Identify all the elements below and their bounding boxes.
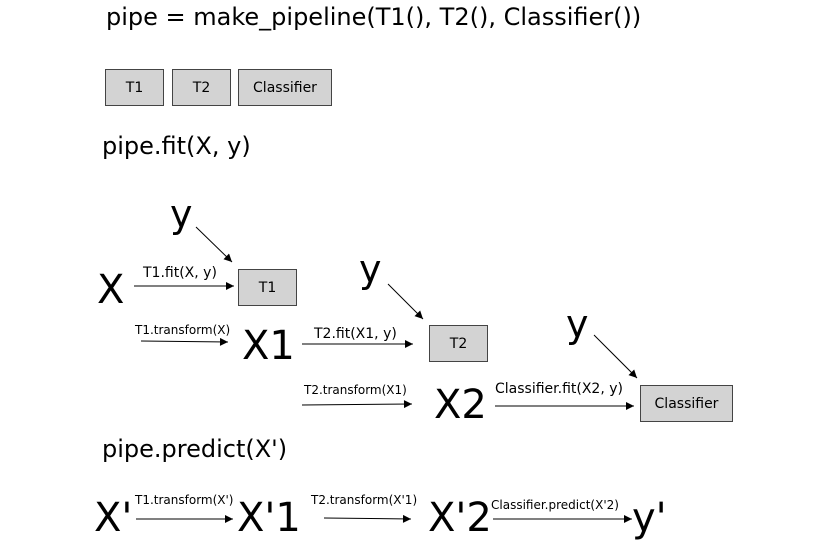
fit-box-classifier: Classifier [640, 385, 733, 422]
predict-x-prime: X' [94, 495, 133, 541]
pipeline-code: pipe = make_pipeline(T1(), T2(), Classif… [106, 3, 642, 31]
predict-t1-transform-label: T1.transform(X') [135, 493, 234, 507]
step-box-t1: T1 [105, 69, 164, 106]
predict-x-prime-1: X'1 [237, 495, 301, 541]
arrow-predict-t2 [323, 514, 412, 523]
step-box-classifier: Classifier [238, 69, 332, 106]
predict-classifier-label: Classifier.predict(X'2) [491, 498, 619, 512]
fit-x2-label: X2 [434, 382, 487, 428]
classifier-fit-label: Classifier.fit(X2, y) [495, 381, 623, 397]
arrow-t1-transform [140, 337, 229, 346]
predict-x-prime-2: X'2 [428, 495, 492, 541]
fit-x1-label: X1 [242, 323, 295, 369]
predict-y-prime: y' [632, 495, 667, 541]
arrow-t2-transform [301, 400, 413, 409]
arrow-y-to-classifier [593, 334, 638, 379]
predict-t2-transform-label: T2.transform(X'1) [311, 493, 418, 507]
fit-title: pipe.fit(X, y) [102, 132, 251, 160]
fit-y-label-1: y [170, 192, 193, 236]
fit-x-label: X [97, 267, 125, 313]
t1-transform-label: T1.transform(X) [135, 323, 231, 337]
fit-box-t2: T2 [429, 325, 488, 362]
t1-fit-label: T1.fit(X, y) [143, 265, 217, 281]
fit-y-label-3: y [566, 302, 589, 346]
step-box-t2: T2 [172, 69, 231, 106]
t2-transform-label: T2.transform(X1) [304, 383, 407, 397]
predict-title: pipe.predict(X') [102, 435, 288, 463]
fit-box-t1: T1 [238, 269, 297, 306]
arrow-y-to-t1 [195, 226, 233, 263]
fit-y-label-2: y [359, 247, 382, 291]
arrow-y-to-t2 [387, 283, 424, 320]
t2-fit-label: T2.fit(X1, y) [314, 326, 397, 342]
